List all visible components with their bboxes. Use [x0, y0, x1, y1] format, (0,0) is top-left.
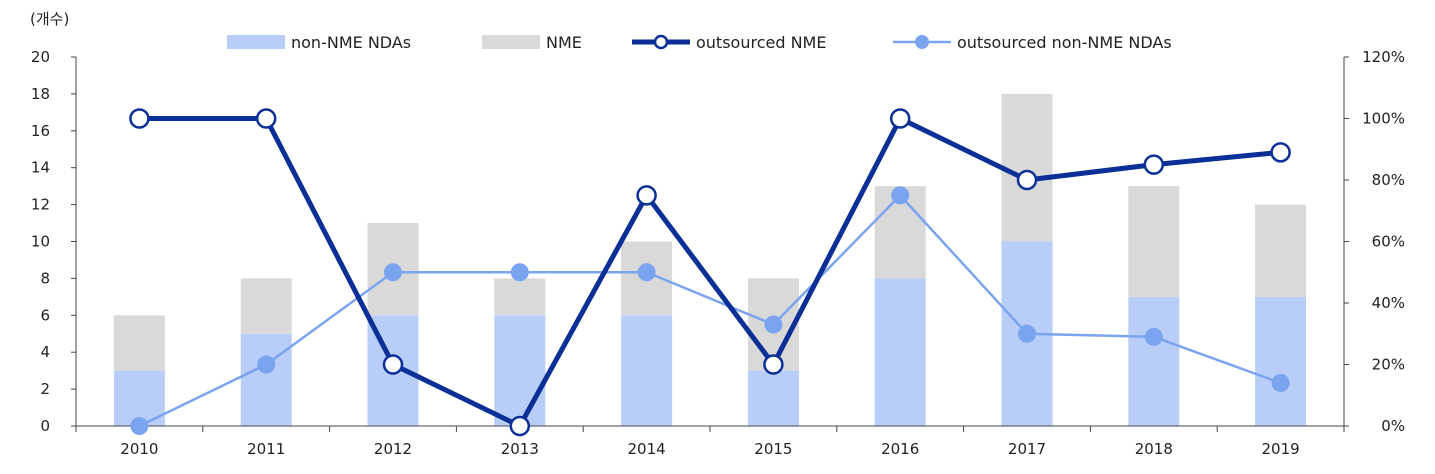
x-tick-label: 2017: [1008, 440, 1046, 458]
point-outsourced-nme-2013: [509, 415, 531, 437]
bar-non-nme-2018: [1128, 296, 1180, 426]
point-outsourced-nme-2015: [763, 354, 784, 375]
x-tick-label: 2016: [881, 440, 919, 458]
x-tick-label: 2012: [374, 440, 412, 458]
line-outsourced-nme: [139, 116, 1281, 429]
y-right-tick-label: 20%: [1372, 356, 1405, 374]
bar-non-nme-2013: [494, 315, 546, 426]
point-outsourced-non-nme-2015: [764, 315, 783, 334]
x-tick-label: 2018: [1135, 440, 1173, 458]
bar-nme-2013: [494, 278, 546, 316]
x-tick-label: 2015: [754, 440, 792, 458]
x-tick-label: 2019: [1262, 440, 1300, 458]
y-left-tick-label: 0: [40, 417, 50, 435]
bar-nme-2017: [1001, 93, 1053, 242]
x-tick-label: 2011: [247, 440, 285, 458]
legend-swatch-nme: [482, 35, 540, 49]
legend-label-non-nme: non-NME NDAs: [291, 33, 411, 52]
legend-marker-outsourced-non-nme: [915, 35, 929, 49]
point-outsourced-nme-2010: [129, 108, 150, 129]
legend-item-non-nme: non-NME NDAs: [227, 33, 411, 52]
point-outsourced-non-nme-2012: [384, 263, 402, 282]
y-left-tick-label: 20: [31, 48, 50, 66]
y-left-tick-label: 14: [31, 159, 50, 177]
y-right-tick-label: 80%: [1372, 171, 1405, 189]
legend-marker-outsourced-nme: [653, 34, 669, 50]
y-left-tick-label: 12: [31, 196, 50, 214]
legend-item-nme: NME: [482, 33, 582, 52]
tick-layer: 0 2 4 6 8 10 12 14 16 18 20 0% 20% 40% 60% 80% 100% 120% 2…: [31, 48, 1405, 458]
y-left-tick-label: 8: [40, 269, 50, 287]
point-outsourced-nme-2017: [1016, 169, 1038, 191]
bar-nme-2019: [1255, 204, 1307, 297]
point-outsourced-non-nme-2010: [130, 417, 149, 435]
point-outsourced-non-nme-2017: [1018, 324, 1036, 343]
point-outsourced-nme-2011: [255, 108, 277, 129]
bar-non-nme-2014: [621, 315, 673, 426]
point-outsourced-nme-2016: [889, 108, 911, 129]
y-left-tick-label: 16: [31, 122, 50, 140]
unit-label: (개수): [30, 10, 69, 28]
legend-item-outsourced-nme: outsourced NME: [632, 33, 826, 52]
point-outsourced-non-nme-2011: [257, 355, 276, 374]
y-left-tick-label: 4: [40, 343, 50, 361]
line-layer: [129, 108, 1291, 437]
point-outsourced-non-nme-2019: [1271, 373, 1290, 392]
axes-layer: [71, 56, 1349, 432]
y-left-tick-label: 10: [31, 233, 50, 251]
point-outsourced-nme-2018: [1143, 154, 1165, 175]
point-outsourced-nme-2019: [1270, 142, 1291, 163]
point-outsourced-non-nme-2018: [1144, 327, 1163, 346]
y-right-tick-label: 0%: [1381, 417, 1405, 435]
legend: non-NME NDAs NME outsourced NME outsourc…: [227, 33, 1172, 52]
y-right-tick-label: 60%: [1372, 233, 1405, 251]
point-outsourced-non-nme-2016: [891, 186, 910, 205]
bar-nme-2018: [1128, 186, 1180, 297]
legend-label-outsourced-non-nme: outsourced non-NME NDAs: [957, 33, 1172, 52]
x-tick-label: 2013: [501, 440, 539, 458]
bar-nme-2011: [240, 278, 292, 334]
y-left-tick-label: 18: [31, 85, 50, 103]
bar-layer: [113, 93, 1307, 426]
point-outsourced-non-nme-2014: [637, 263, 656, 282]
bar-nme-2010: [113, 315, 165, 371]
legend-swatch-non-nme: [227, 35, 285, 49]
y-left-tick-label: 2: [40, 380, 50, 398]
point-outsourced-nme-2014: [636, 185, 657, 206]
legend-label-nme: NME: [546, 33, 582, 52]
point-outsourced-non-nme-2013: [510, 263, 529, 282]
x-tick-label: 2010: [120, 440, 158, 458]
y-left-tick-label: 6: [40, 306, 50, 324]
y-right-tick-label: 120%: [1362, 48, 1405, 66]
y-right-tick-label: 40%: [1372, 294, 1405, 312]
legend-item-outsourced-non-nme: outsourced non-NME NDAs: [893, 33, 1172, 52]
legend-label-outsourced-nme: outsourced NME: [696, 33, 826, 52]
bar-non-nme-2016: [874, 278, 926, 426]
bar-non-nme-2011: [240, 333, 292, 426]
point-outsourced-nme-2012: [382, 354, 404, 375]
x-tick-label: 2014: [628, 440, 666, 458]
line-outsourced-non-nme: [138, 194, 1282, 428]
bar-non-nme-2019: [1255, 296, 1307, 426]
y-right-tick-label: 100%: [1362, 110, 1405, 128]
bar-non-nme-2015: [747, 370, 799, 426]
